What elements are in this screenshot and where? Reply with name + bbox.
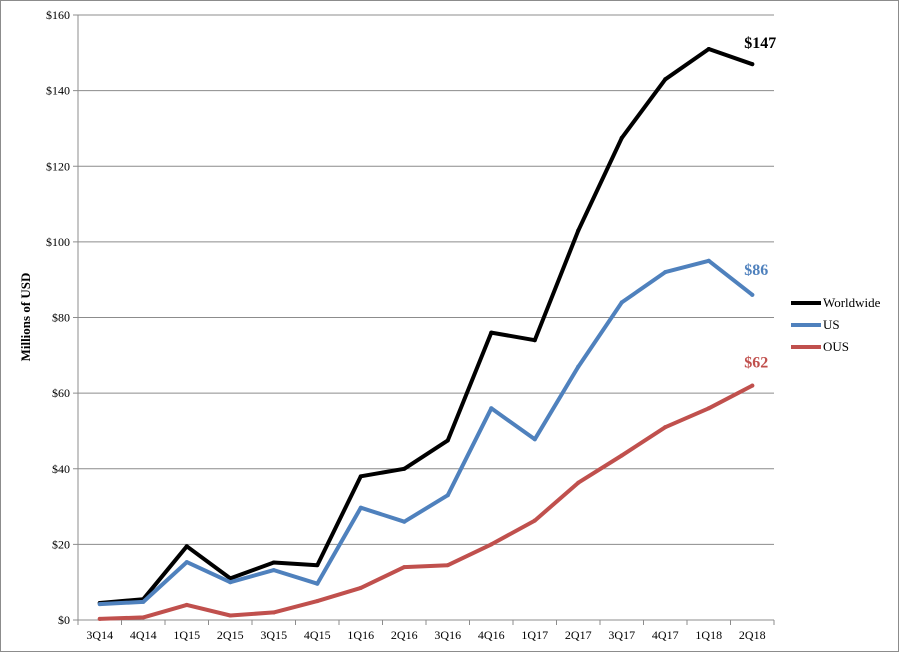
data-point — [532, 338, 537, 343]
data-point — [445, 438, 450, 443]
data-point — [663, 425, 668, 430]
data-point — [532, 518, 537, 523]
data-point — [271, 610, 276, 615]
data-point — [619, 135, 624, 140]
series-line-worldwide — [97, 47, 755, 605]
y-tick-label: $60 — [52, 386, 70, 400]
x-tick-label: 1Q17 — [521, 628, 548, 642]
data-point — [402, 466, 407, 471]
data-point — [576, 480, 581, 485]
x-tick-label: 3Q14 — [86, 628, 113, 642]
legend-item-ous: OUS — [791, 339, 849, 354]
data-point — [576, 364, 581, 369]
data-point — [271, 568, 276, 573]
gridlines — [78, 14, 774, 545]
y-tick-label: $140 — [46, 84, 70, 98]
data-point — [706, 258, 711, 263]
axes: $0 $20 $40 $60 $80 $100 $120 $140 $160 3Q14 4Q14 1Q… — [46, 8, 775, 642]
data-label-worldwide: $147 — [744, 35, 776, 52]
data-point — [358, 505, 363, 510]
x-tick-label: 2Q17 — [565, 628, 592, 642]
data-point — [445, 563, 450, 568]
data-point — [141, 615, 146, 620]
data-point — [663, 77, 668, 82]
legend-label: US — [823, 317, 840, 332]
data-point — [706, 406, 711, 411]
data-point — [619, 453, 624, 458]
data-point — [445, 493, 450, 498]
data-point — [315, 581, 320, 586]
legend-item-us: US — [791, 317, 840, 332]
data-point — [532, 437, 537, 442]
x-tick-label: 2Q15 — [217, 628, 244, 642]
legend-label: OUS — [823, 339, 849, 354]
x-tick-label: 3Q15 — [260, 628, 287, 642]
data-point — [402, 565, 407, 570]
x-tick-label: 1Q18 — [695, 628, 722, 642]
x-tick-label: 1Q15 — [173, 628, 200, 642]
data-point — [576, 228, 581, 233]
data-point — [663, 270, 668, 275]
x-tick-label: 1Q16 — [347, 628, 374, 642]
x-tick-label: 3Q16 — [434, 628, 461, 642]
x-tick-label: 4Q17 — [652, 628, 679, 642]
data-point — [271, 560, 276, 565]
data-point — [228, 576, 233, 581]
data-point — [750, 292, 755, 297]
y-tick-label: $40 — [52, 462, 70, 476]
data-point — [489, 542, 494, 547]
legend-item-worldwide: Worldwide — [791, 295, 881, 310]
data-point — [750, 62, 755, 67]
data-point — [97, 602, 102, 607]
data-point — [402, 519, 407, 524]
data-point — [184, 602, 189, 607]
data-label-ous: $62 — [744, 355, 768, 372]
x-tick-label: 4Q15 — [304, 628, 331, 642]
y-tick-label: $20 — [52, 537, 70, 551]
data-point — [228, 580, 233, 585]
y-tick-label: $160 — [46, 8, 70, 22]
x-tick-label: 4Q16 — [478, 628, 505, 642]
y-tick-label: $80 — [52, 311, 70, 325]
x-tick-label: 2Q18 — [739, 628, 766, 642]
end-labels: $147 $86 $62 — [744, 35, 776, 371]
x-tick-label: 3Q17 — [608, 628, 635, 642]
legend-label: Worldwide — [823, 295, 881, 310]
series-lines — [97, 47, 755, 621]
data-point — [750, 383, 755, 388]
data-point — [358, 474, 363, 479]
data-point — [619, 300, 624, 305]
series-line-ous — [97, 383, 755, 621]
y-tick-label: $100 — [46, 235, 70, 249]
x-tick-label: 2Q16 — [391, 628, 418, 642]
legend: Worldwide US OUS — [791, 295, 881, 354]
data-point — [489, 330, 494, 335]
y-tick-label: $0 — [58, 613, 70, 627]
y-tick-label: $120 — [46, 159, 70, 173]
data-point — [358, 585, 363, 590]
data-point — [141, 599, 146, 604]
data-point — [315, 563, 320, 568]
data-point — [489, 406, 494, 411]
data-point — [184, 544, 189, 549]
data-point — [228, 613, 233, 618]
data-point — [706, 47, 711, 52]
data-point — [184, 560, 189, 565]
data-label-us: $86 — [744, 262, 768, 279]
y-axis-label: Millions of USD — [18, 273, 33, 362]
data-point — [97, 616, 102, 621]
series-line-us — [97, 258, 755, 607]
x-tick-label: 4Q14 — [130, 628, 157, 642]
data-point — [315, 599, 320, 604]
